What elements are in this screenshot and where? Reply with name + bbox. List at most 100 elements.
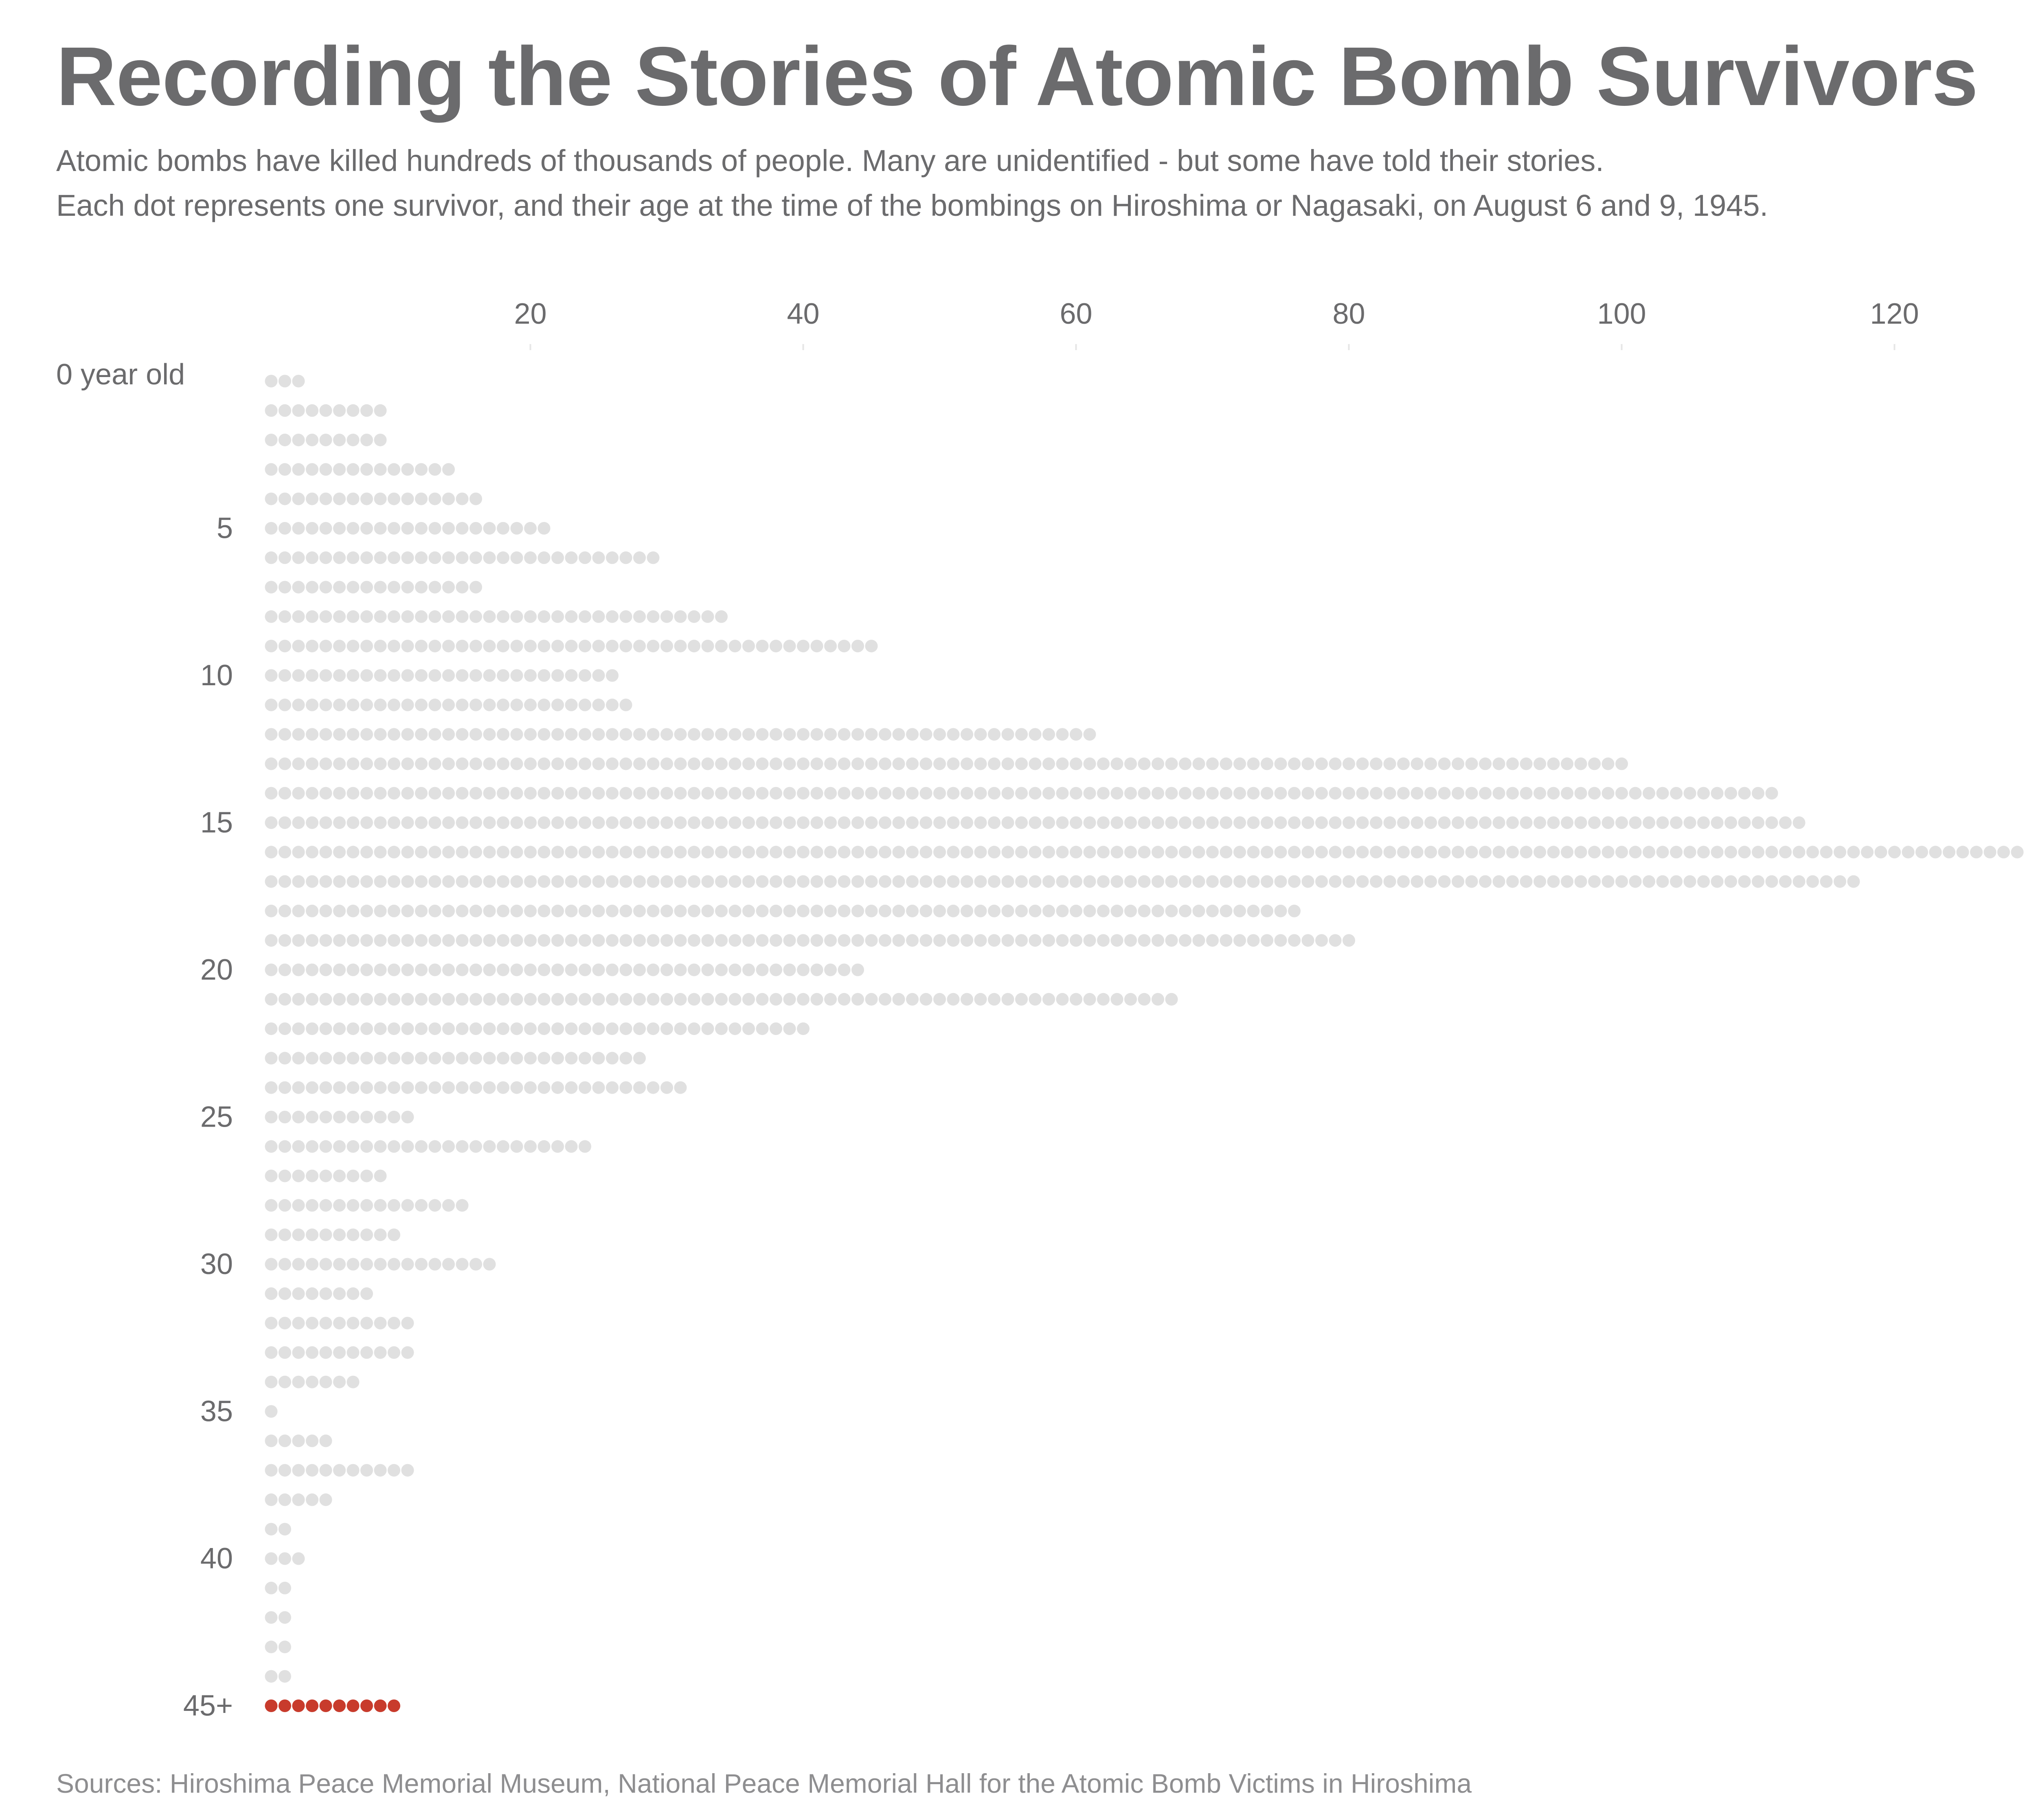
survivor-dot-age-14: [592, 787, 605, 800]
survivor-dot-age-9: [756, 640, 769, 653]
survivor-dot-age-4: [360, 492, 373, 505]
survivor-dot-age-8: [497, 610, 509, 623]
survivor-dot-age-33: [388, 1346, 400, 1359]
survivor-dot-age-6: [360, 551, 373, 564]
survivor-dot-age-14: [961, 787, 973, 800]
survivor-dot-age-37: [333, 1464, 346, 1477]
survivor-dot-age-17: [1138, 875, 1151, 888]
survivor-dot-age-19: [333, 934, 346, 947]
survivor-dot-age-13: [1615, 757, 1628, 770]
survivor-dot-age-13: [333, 757, 346, 770]
survivor-dot-age-14: [456, 787, 469, 800]
survivor-dot-age-17: [742, 875, 755, 888]
survivor-dot-age-16: [510, 846, 523, 859]
survivor-dot-age-13: [1288, 757, 1301, 770]
survivor-dot-age-30: [388, 1258, 400, 1271]
survivor-dot-age-25: [292, 1111, 305, 1123]
survivor-dot-age-15: [1343, 816, 1355, 829]
survivor-dot-age-24: [319, 1081, 332, 1094]
survivor-dot-age-17: [1124, 875, 1137, 888]
survivor-dot-age-14: [947, 787, 960, 800]
survivor-dot-age-21: [524, 993, 537, 1006]
survivor-dot-age-12: [892, 728, 905, 741]
survivor-dot-age-28: [347, 1199, 360, 1212]
survivor-dot-age-19: [633, 934, 646, 947]
survivor-dot-age-5: [347, 522, 360, 535]
survivor-dot-age-16: [2011, 846, 2024, 859]
survivor-dot-age-21: [797, 993, 810, 1006]
survivor-dot-age-13: [838, 757, 851, 770]
survivor-dot-age-34: [292, 1375, 305, 1388]
survivor-dot-age-18: [333, 904, 346, 917]
survivor-dot-age-24: [415, 1081, 428, 1094]
survivor-dot-age-19: [1206, 934, 1219, 947]
survivor-dot-age-30: [483, 1258, 496, 1271]
survivor-dot-age-13: [319, 757, 332, 770]
survivor-dot-age-22: [715, 1022, 728, 1035]
y-tick-label-5: 5: [217, 512, 233, 545]
survivor-dot-age-18: [415, 904, 428, 917]
survivor-dot-age-29: [333, 1228, 346, 1241]
survivor-dot-age-22: [483, 1022, 496, 1035]
survivor-dot-age-16: [892, 846, 905, 859]
survivor-dot-age-15: [1110, 816, 1123, 829]
survivor-dot-age-20: [660, 963, 673, 976]
survivor-dot-age-6: [647, 551, 660, 564]
survivor-dot-age-10: [579, 669, 591, 682]
survivor-dot-age-21: [647, 993, 660, 1006]
survivor-dot-age-32: [360, 1317, 373, 1330]
survivor-dot-age-21: [1124, 993, 1137, 1006]
survivor-dot-age-30: [347, 1258, 360, 1271]
survivor-dot-age-4: [374, 492, 387, 505]
survivor-dot-age-15: [688, 816, 700, 829]
survivor-dot-age-30: [279, 1258, 291, 1271]
survivor-dot-age-15: [279, 816, 291, 829]
survivor-dot-age-37: [306, 1464, 318, 1477]
survivor-dot-age-17: [1356, 875, 1369, 888]
survivor-dot-age-15: [1629, 816, 1642, 829]
survivor-dot-age-22: [497, 1022, 509, 1035]
survivor-dot-age-28: [333, 1199, 346, 1212]
survivor-dot-age-20: [674, 963, 687, 976]
survivor-dot-age-12: [579, 728, 591, 741]
survivor-dot-age-14: [756, 787, 769, 800]
survivor-dot-age-37: [279, 1464, 291, 1477]
survivor-dot-age-15: [1206, 816, 1219, 829]
survivor-dot-age-30: [333, 1258, 346, 1271]
survivor-dot-age-13: [1015, 757, 1028, 770]
survivor-dot-age-14: [1724, 787, 1737, 800]
survivor-dot-age-7: [428, 581, 441, 594]
survivor-dot-age-13: [865, 757, 878, 770]
survivor-dot-age-21: [919, 993, 932, 1006]
survivor-dot-age-16: [551, 846, 564, 859]
survivor-dot-age-14: [1738, 787, 1751, 800]
survivor-dot-age-12: [728, 728, 742, 741]
survivor-dot-age-16: [1247, 846, 1260, 859]
survivor-dot-age-16: [633, 846, 646, 859]
survivor-dot-age-13: [551, 757, 564, 770]
survivor-dot-age-12: [497, 728, 509, 741]
survivor-dot-age-9: [838, 640, 851, 653]
survivor-dot-age-17: [319, 875, 332, 888]
survivor-dot-age-17: [1465, 875, 1478, 888]
survivor-dot-age-15: [1015, 816, 1028, 829]
survivor-dot-age-13: [619, 757, 632, 770]
survivor-dot-age-20: [551, 963, 564, 976]
survivor-dot-age-14: [1343, 787, 1355, 800]
survivor-dot-age-18: [360, 904, 373, 917]
survivor-dot-age-7: [279, 581, 291, 594]
survivor-dot-age-17: [783, 875, 796, 888]
survivor-dot-age-19: [442, 934, 455, 947]
survivor-dot-age-24: [510, 1081, 523, 1094]
survivor-dot-age-22: [510, 1022, 523, 1035]
survivor-dot-age-8: [551, 610, 564, 623]
survivor-dot-age-12: [783, 728, 796, 741]
survivor-dot-age-10: [551, 669, 564, 682]
y-tick-label-20: 20: [200, 954, 233, 986]
survivor-dot-age-17: [1602, 875, 1615, 888]
survivor-dot-age-25: [347, 1111, 360, 1123]
survivor-dot-age-18: [701, 904, 714, 917]
survivor-dot-age-8: [347, 610, 360, 623]
survivor-dot-age-22: [728, 1022, 742, 1035]
survivor-dot-age-33: [279, 1346, 291, 1359]
